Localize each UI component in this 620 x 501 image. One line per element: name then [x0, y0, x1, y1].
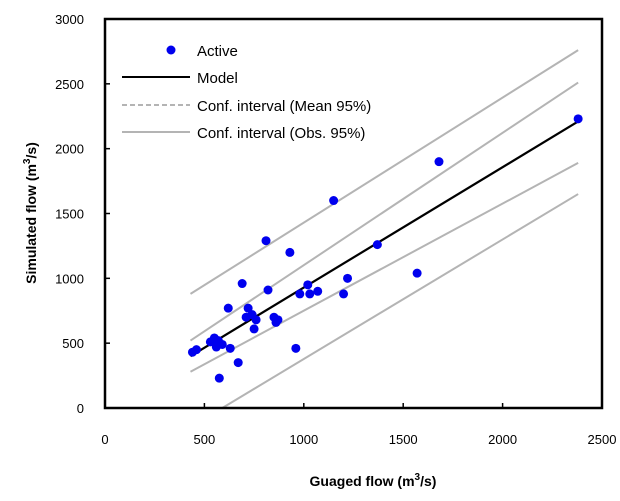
confidence-interval-line-4	[189, 81, 579, 342]
data-point	[243, 303, 253, 313]
data-point	[191, 345, 201, 355]
y-tick-label: 1000	[55, 271, 84, 286]
data-point	[223, 303, 233, 313]
y-axis-title: Simulated flow (m3/s)	[22, 142, 39, 284]
y-tick-label: 500	[62, 336, 84, 351]
data-point	[263, 285, 273, 295]
y-tick-label: 3000	[55, 12, 84, 27]
data-point	[251, 315, 261, 325]
data-point	[303, 280, 313, 290]
data-point	[434, 157, 444, 167]
legend-marker-active	[166, 45, 176, 55]
data-point	[412, 268, 422, 278]
data-point	[273, 315, 283, 325]
data-point	[343, 273, 353, 283]
confidence-interval-line-5	[190, 162, 579, 373]
data-point	[261, 236, 271, 246]
data-point	[225, 343, 235, 353]
data-point	[285, 247, 295, 257]
y-tick-label: 0	[77, 401, 84, 416]
legend-label-model: Model	[197, 70, 238, 87]
data-point	[249, 324, 259, 334]
legend-label-obs-interval: Conf. interval (Obs. 95%)	[197, 125, 365, 142]
x-tick-label: 0	[101, 432, 108, 447]
data-point	[372, 240, 382, 250]
data-point	[217, 339, 227, 349]
confidence-interval-line-3	[189, 49, 579, 295]
data-point	[313, 286, 323, 296]
legend-label-active: Active	[197, 43, 238, 60]
y-tick-label: 2500	[55, 77, 84, 92]
data-point	[233, 358, 243, 368]
data-point	[339, 289, 349, 299]
legend: Active Model Conf. interval (Mean 95%) C…	[122, 43, 371, 142]
confidence-interval-line-6	[221, 193, 579, 409]
data-point	[291, 343, 301, 353]
data-point	[295, 289, 305, 299]
x-tick-label: 1500	[389, 432, 418, 447]
y-tick-label: 2000	[55, 142, 84, 157]
y-tick-label: 1500	[55, 207, 84, 222]
x-tick-label: 2000	[488, 432, 517, 447]
x-tick-label: 2500	[588, 432, 617, 447]
data-point	[214, 373, 224, 383]
data-point	[305, 289, 315, 299]
x-axis-title: Guaged flow (m3/s)	[310, 472, 437, 489]
data-point	[329, 196, 339, 206]
x-tick-label: 1000	[289, 432, 318, 447]
legend-label-mean-interval: Conf. interval (Mean 95%)	[197, 98, 371, 115]
x-tick-label: 500	[194, 432, 216, 447]
data-point	[237, 279, 247, 289]
data-point	[573, 114, 583, 124]
